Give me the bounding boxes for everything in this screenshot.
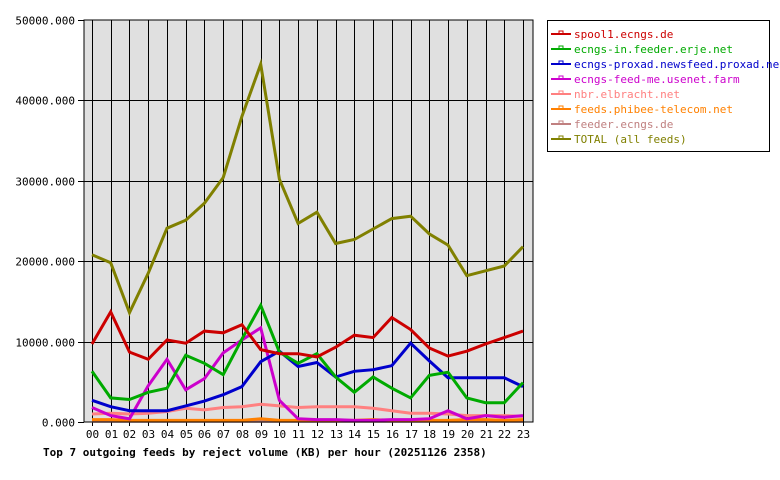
series-line [90,308,524,362]
grid-lines [84,20,533,422]
series-line [90,301,525,405]
legend-marker [558,60,564,65]
series-line [91,325,524,422]
legend-item: feeder.ecngs.de [551,118,673,131]
x-tick-label: 02 [123,428,136,441]
x-tick-label: 08 [236,428,249,441]
y-tick-label: 30000.000 [15,176,75,189]
legend-item: ecngs-in.feeder.erje.net [551,43,733,56]
x-tick-label: 17 [405,428,418,441]
legend-label: feeder.ecngs.de [574,118,673,131]
legend-item: ecngs-feed-me.usenet.farm [551,73,740,86]
x-tick-label: 04 [161,428,175,441]
x-tick-label: 11 [292,428,305,441]
x-tick-label: 15 [367,428,380,441]
y-axis: 0.000 10000.000 20000.000 30000.000 40000.00… [15,15,84,430]
legend-item: spool1.ecngs.de [551,28,673,41]
x-axis: 00 01 02 03 04 05 06 07 08 09 10 11 12 13 14 15 16 17 18 19… [86,422,530,441]
legend-marker [558,75,564,80]
legend-label: nbr.elbracht.net [574,88,680,101]
legend-box [547,20,770,152]
y-tick-label: 10000.000 [15,337,75,350]
x-tick-label: 09 [255,428,268,441]
legend-marker [558,30,564,35]
x-tick-label: 18 [423,428,436,441]
x-tick-label: 10 [273,428,286,441]
y-tick-label: 20000.000 [15,256,75,269]
legend-item: nbr.elbracht.net [551,88,680,101]
legend-label: feeds.phibee-telecom.net [574,103,733,116]
legend-label: ecngs-in.feeder.erje.net [574,43,733,56]
x-tick-label: 22 [498,428,511,441]
x-tick-label: 01 [105,428,118,441]
x-tick-label: 14 [348,428,362,441]
x-tick-label: 19 [442,428,455,441]
legend-item: feeds.phibee-telecom.net [551,103,733,116]
plot-border [83,19,534,423]
x-tick-label: 12 [311,428,324,441]
x-tick-label: 05 [180,428,193,441]
y-tick-label: 0.000 [42,417,75,430]
y-tick-label: 50000.000 [15,15,75,28]
legend-marker [558,135,564,140]
legend-label: ecngs-proxad.newsfeed.proxad.net [574,58,780,71]
chart-title: Top 7 outgoing feeds by reject volume (K… [43,446,487,459]
legend-marker [558,105,564,110]
legend-marker [558,120,564,125]
legend-label: ecngs-feed-me.usenet.farm [574,73,740,86]
x-tick-label: 16 [386,428,399,441]
x-tick-label: 20 [461,428,474,441]
series-lines [90,58,525,423]
plot-area [84,20,533,422]
x-tick-label: 00 [86,428,99,441]
legend-item: ecngs-proxad.newsfeed.proxad.net [551,58,780,71]
x-tick-label: 23 [517,428,530,441]
legend-marker [558,90,564,95]
x-tick-label: 13 [330,428,343,441]
legend-label: spool1.ecngs.de [574,28,673,41]
x-tick-label: 06 [198,428,211,441]
series-line [91,58,525,317]
legend-label: TOTAL (all feeds) [574,133,687,146]
legend-item: TOTAL (all feeds) [551,133,687,146]
legend: spool1.ecngs.de ecngs-in.feeder.erje.net e… [547,20,780,152]
x-tick-label: 07 [217,428,230,441]
x-tick-label: 03 [142,428,155,441]
x-tick-label: 21 [480,428,493,441]
legend-marker [558,45,564,50]
y-tick-label: 40000.000 [15,95,75,108]
